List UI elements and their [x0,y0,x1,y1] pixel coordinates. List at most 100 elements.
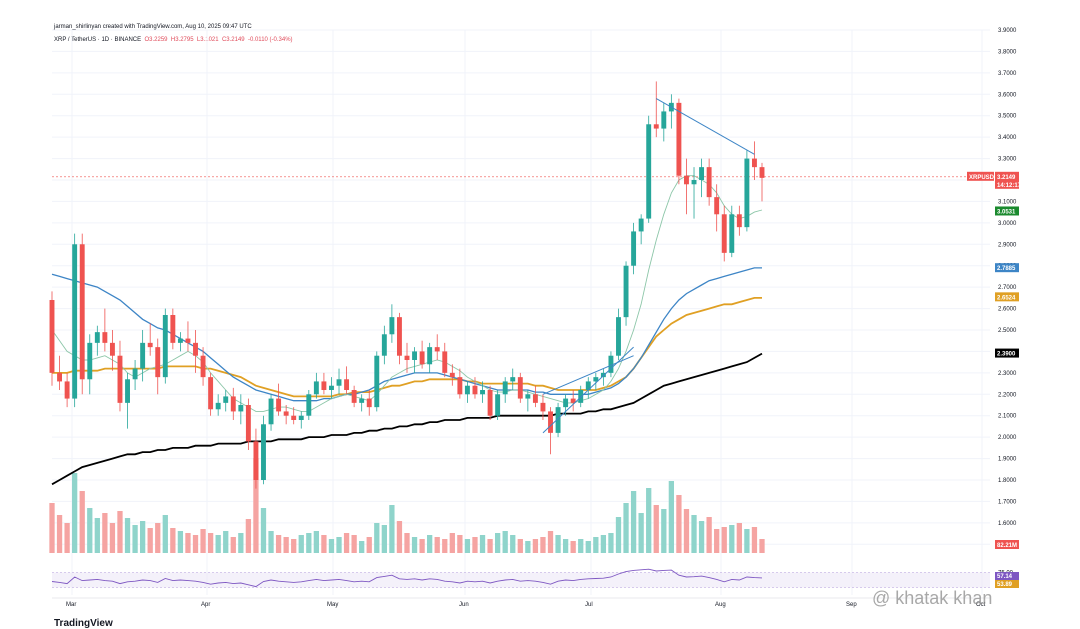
volume-bar [72,473,78,553]
price-tick-label: 3.4000 [998,135,1017,141]
volume-bar [646,488,652,553]
volume-bar [359,541,365,553]
rsi-band [52,572,990,588]
price-tick-label: 2.2000 [998,392,1017,398]
candle-body [155,347,161,378]
open-value: O3.2259 [144,37,168,43]
price-tick-label: 2.1000 [998,414,1017,420]
candle-body [230,396,236,412]
time-axis[interactable]: Mar Apr May Jun Jul Aug Sep Oct [52,597,990,608]
price-tick-label: 3.6000 [998,92,1017,98]
volume-bar [525,541,531,553]
volume-bar [593,537,599,553]
volume-bar [117,511,123,553]
volume-bar [510,535,516,553]
volume-bar [721,527,727,553]
price-tick-label: 2.3000 [998,371,1017,377]
volume-bar [223,531,229,553]
month-tick-label: Mar [66,602,76,608]
candle-body [744,158,750,228]
candle-body [638,218,644,232]
volume-bar [608,533,614,553]
trend-lines [542,98,755,434]
candle-body [351,390,357,403]
volume-bar [427,535,433,553]
candle-body [193,342,198,356]
candle-body [449,372,455,378]
candle-body [170,315,176,343]
price-tick-label: 3.5000 [998,114,1017,120]
price-tick-label: 3.7000 [998,71,1017,77]
candle-body [64,381,70,399]
candle-body [517,377,523,399]
volume-bar [706,517,712,553]
candle-body [87,342,93,380]
candle-body [215,402,221,410]
price-tick-label: 3.1000 [998,199,1017,205]
volume-bar [736,523,742,553]
candle-body [585,381,591,390]
candle-body [600,372,606,378]
volume-bar [381,525,387,553]
candle-body [706,167,712,198]
ma-value-text: 2.6524 [997,295,1016,301]
candle-body [94,332,100,343]
volume-bar [207,533,214,553]
candle-body [631,231,637,266]
candle-body [162,315,168,378]
volume-bar [253,458,259,553]
candle-body [283,411,289,416]
candle-body [540,402,546,412]
candle-body [593,377,599,382]
price-tick-label: 1.7000 [998,499,1017,505]
candle-body [480,390,485,395]
chart-credit: jarman_shirlinyan created with TradingVi… [54,24,252,30]
volume-bar [653,505,659,553]
volume-bar [668,481,675,553]
candle-body [336,379,342,386]
close-value: C3.2149 [221,37,245,43]
ma-value-badge [995,206,1019,216]
candle-body [751,158,757,168]
volume-bar [759,539,765,553]
volume-bar [291,539,297,553]
candle-body [721,214,727,253]
volume-bar [298,535,304,553]
candle-body [329,385,334,390]
volume-bar [185,533,191,553]
volume-bar [449,533,455,553]
volume-bar [49,503,55,553]
candle-body [49,300,55,373]
candle-body [736,214,742,228]
month-tick-label: Oct [976,602,986,608]
last-price-text: 3.2149 [997,175,1016,181]
volume-bar [411,537,418,553]
volume-bar [238,533,244,553]
candles [49,81,765,489]
volume-bar [578,539,584,553]
countdown-text: 14:12:17 [997,183,1022,189]
ma-value-badge [995,348,1019,358]
volume-bar [630,491,637,553]
trend-line [656,98,755,155]
volume-bar [479,535,486,553]
volume-bar [139,521,146,553]
volume-bar [442,539,448,553]
volume-bar [751,527,758,553]
volume-bar [177,531,184,553]
tradingview-logo: TradingView [54,618,113,629]
month-tick-label: Jul [585,602,593,608]
watermark: @ khatak khan [872,588,993,608]
volume-bar [366,537,372,553]
volume-bar [230,537,236,553]
price-tick-label: 2.0000 [998,435,1017,441]
price-tick-label: 1.6000 [998,521,1017,527]
price-axis[interactable]: 3.9000 3.8000 3.7000 3.6000 3.5000 3.4000 3.30… [998,28,1017,548]
candle-body [291,415,297,420]
candle-body [185,338,191,343]
ma-black-line [51,352,763,486]
volume-bar [729,525,735,553]
volume-bar [540,537,546,553]
candle-body [57,372,63,382]
